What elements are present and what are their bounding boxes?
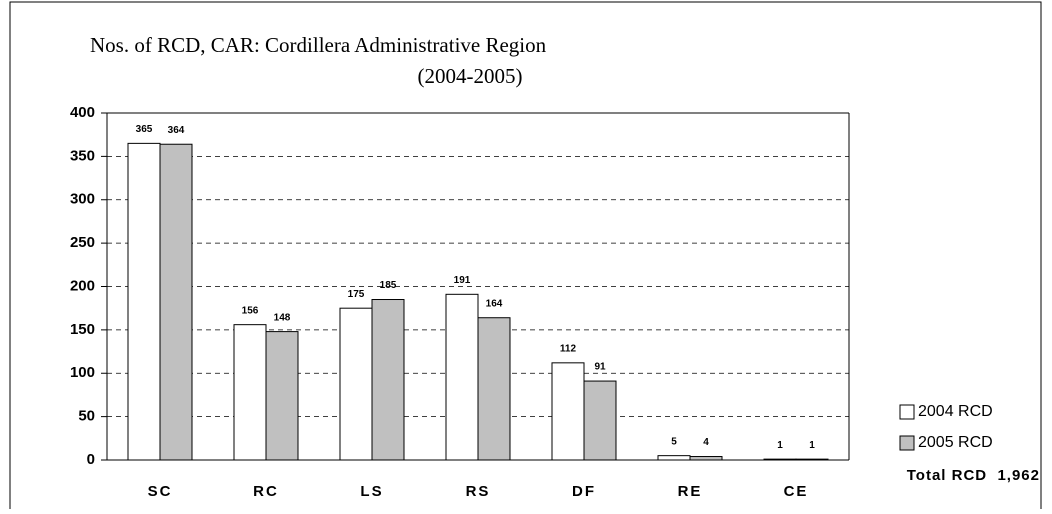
legend-label: 2005 RCD bbox=[918, 434, 993, 451]
bar bbox=[657, 455, 691, 461]
y-tick-label: 300 bbox=[70, 191, 95, 208]
bar bbox=[583, 380, 617, 461]
value-label: 1 bbox=[809, 440, 815, 451]
bar bbox=[127, 142, 161, 461]
value-label: 156 bbox=[242, 305, 259, 316]
y-tick-label: 400 bbox=[70, 104, 95, 121]
y-tick-label: 350 bbox=[70, 147, 95, 164]
y-tick-label: 250 bbox=[70, 234, 95, 251]
value-label: 91 bbox=[594, 362, 606, 373]
value-label: 175 bbox=[348, 289, 365, 300]
value-label: 365 bbox=[136, 124, 153, 135]
bar bbox=[159, 143, 193, 461]
value-label: 164 bbox=[486, 298, 503, 309]
value-label: 112 bbox=[560, 343, 577, 354]
bar bbox=[551, 362, 585, 461]
bar bbox=[371, 299, 405, 461]
value-label: 191 bbox=[454, 275, 471, 286]
x-tick-label: CE bbox=[784, 483, 809, 500]
legend-swatch bbox=[899, 435, 915, 451]
bar bbox=[445, 293, 479, 461]
x-tick-label: RS bbox=[466, 483, 491, 500]
x-tick-label: DF bbox=[572, 483, 596, 500]
chart-title: Nos. of RCD, CAR: Cordillera Administrat… bbox=[90, 33, 547, 57]
x-tick-label: RC bbox=[253, 483, 279, 500]
value-label: 5 bbox=[671, 436, 677, 447]
bar bbox=[689, 456, 723, 461]
y-tick-label: 50 bbox=[78, 408, 95, 425]
bar bbox=[233, 324, 267, 461]
value-label: 185 bbox=[380, 280, 397, 291]
x-tick-label: SC bbox=[148, 483, 173, 500]
bar bbox=[265, 331, 299, 461]
legend-swatch bbox=[899, 404, 915, 420]
chart-subtitle: (2004-2005) bbox=[418, 64, 523, 88]
y-tick-label: 150 bbox=[70, 321, 95, 338]
total-annotation: Total RCD 1,962 bbox=[907, 467, 1040, 484]
bar bbox=[339, 307, 373, 461]
x-tick-label: LS bbox=[360, 483, 383, 500]
y-tick-label: 100 bbox=[70, 364, 95, 381]
legend-label: 2004 RCD bbox=[918, 403, 993, 420]
value-label: 364 bbox=[168, 125, 185, 136]
y-tick-label: 200 bbox=[70, 277, 95, 294]
frame bbox=[9, 1, 1042, 514]
x-tick-label: RE bbox=[678, 483, 703, 500]
value-label: 4 bbox=[703, 437, 709, 448]
y-tick-label: 0 bbox=[87, 451, 95, 468]
value-label: 1 bbox=[777, 440, 783, 451]
value-label: 148 bbox=[274, 312, 291, 323]
bar bbox=[477, 317, 511, 461]
